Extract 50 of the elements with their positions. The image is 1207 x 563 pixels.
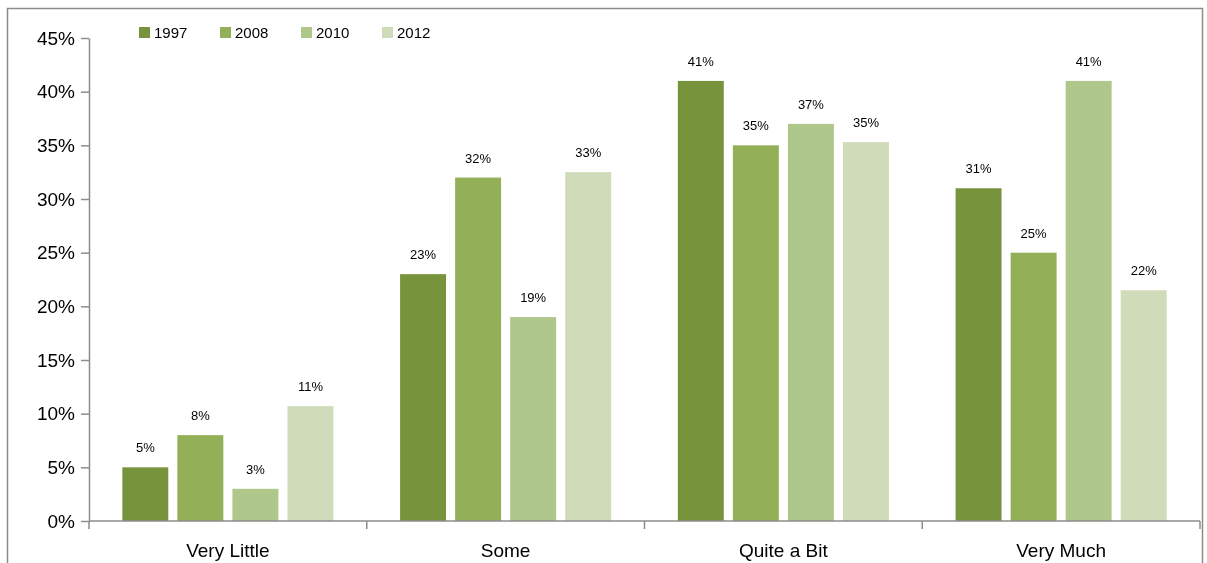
x-tick-label: Quite a Bit [739, 540, 829, 561]
bar [955, 188, 1002, 521]
data-label: 41% [687, 53, 715, 69]
y-tick-label: 5% [47, 456, 76, 478]
data-label: 5% [135, 440, 156, 456]
bar [732, 145, 779, 521]
legend-label: 1997 [154, 24, 188, 41]
y-tick-label: 45% [36, 27, 76, 49]
bar [177, 435, 224, 521]
data-label: 23% [410, 247, 437, 263]
legend-label: 2012 [397, 24, 431, 41]
data-label: 11% [297, 379, 324, 395]
y-tick-label: 0% [47, 510, 76, 532]
bar [1010, 252, 1057, 521]
y-tick-label: 30% [36, 188, 76, 210]
data-label: 35% [742, 118, 770, 134]
bar [287, 406, 334, 521]
data-label: 33% [575, 145, 602, 161]
data-label: 32% [465, 150, 492, 166]
bar [1065, 80, 1112, 521]
bar [400, 274, 447, 521]
x-tick-label: Very Much [1016, 540, 1107, 561]
bar [787, 123, 834, 521]
legend-label: 2008 [235, 24, 269, 41]
y-tick-label: 35% [36, 134, 76, 156]
bar [455, 177, 502, 521]
y-tick-label: 15% [36, 349, 76, 371]
data-label: 3% [246, 461, 266, 477]
bar [565, 172, 612, 521]
x-tick-label: Some [480, 540, 531, 561]
data-label: 31% [965, 161, 992, 177]
bar [122, 467, 169, 521]
y-tick-label: 10% [36, 403, 76, 425]
bar [1120, 290, 1167, 521]
data-label: 25% [1020, 225, 1048, 241]
bar [510, 317, 557, 521]
data-label: 8% [190, 408, 211, 424]
data-label: 37% [797, 96, 825, 112]
legend-label: 2010 [316, 24, 350, 41]
data-label: 22% [1130, 263, 1158, 279]
data-label: 35% [852, 115, 880, 131]
y-tick-label: 40% [36, 81, 76, 103]
data-label: 41% [1075, 53, 1103, 69]
y-tick-label: 20% [36, 295, 76, 317]
bar [677, 80, 724, 521]
data-label: 19% [520, 290, 547, 306]
bar [232, 488, 279, 521]
bar [842, 142, 889, 521]
x-tick-label: Very Little [186, 540, 270, 561]
y-tick-label: 25% [36, 242, 76, 264]
